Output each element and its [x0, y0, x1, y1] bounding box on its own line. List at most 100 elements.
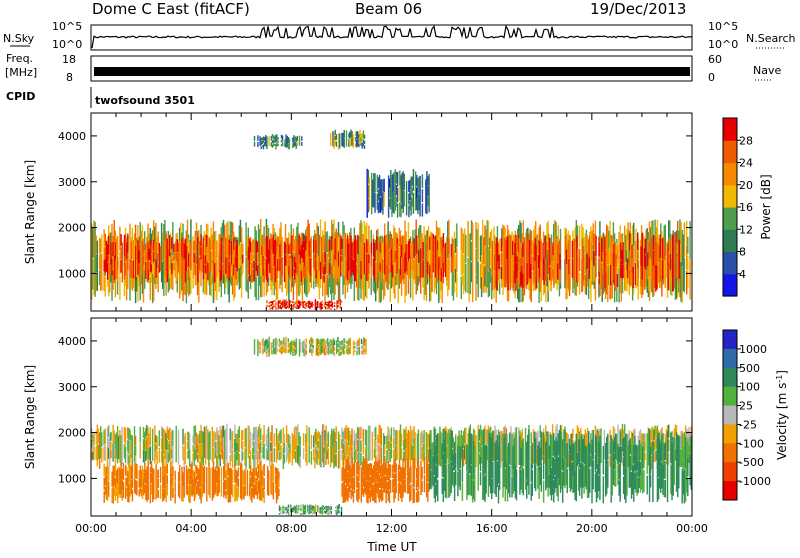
heatmap-cell	[262, 337, 265, 343]
heatmap-cell	[686, 428, 688, 440]
heatmap-cell	[123, 257, 126, 280]
heatmap-cell	[274, 347, 276, 355]
heatmap-cell	[375, 426, 377, 441]
heatmap-cell	[530, 464, 532, 482]
heatmap-cell	[552, 256, 554, 268]
heatmap-cell	[195, 465, 198, 474]
heatmap-cell	[172, 429, 174, 446]
heatmap-cell	[447, 259, 449, 297]
heatmap-cell	[246, 265, 249, 280]
heatmap-cell	[262, 234, 264, 255]
heatmap-cell	[451, 430, 454, 448]
heatmap-cell	[539, 241, 541, 278]
heatmap-cell	[394, 263, 396, 299]
heatmap-cell	[217, 430, 219, 468]
heatmap-cell	[339, 352, 341, 356]
heatmap-cell	[420, 233, 422, 248]
heatmap-cell	[274, 140, 276, 143]
heatmap-cell	[144, 483, 146, 494]
heatmap-cell	[133, 477, 136, 494]
heatmap-cell	[144, 472, 146, 483]
heatmap-cell	[590, 261, 593, 281]
heatmap-cell	[426, 237, 429, 249]
heatmap-cell	[628, 440, 630, 488]
heatmap-cell	[407, 262, 410, 281]
heatmap-cell	[249, 271, 252, 290]
beam-label: Beam 06	[355, 0, 422, 18]
heatmap-cell	[432, 470, 434, 486]
heatmap-cell	[634, 454, 636, 472]
heatmap-cell	[429, 264, 431, 278]
heatmap-cell	[452, 437, 455, 454]
heatmap-cell	[185, 258, 188, 271]
heatmap-cell	[487, 463, 490, 497]
heatmap-cell	[307, 504, 309, 513]
heatmap-cell	[274, 467, 277, 475]
heatmap-cell	[341, 439, 343, 449]
heatmap-cell	[295, 338, 297, 355]
heatmap-cell	[378, 474, 381, 488]
heatmap-cell	[294, 349, 296, 356]
heatmap-cell	[373, 448, 376, 458]
heatmap-cell	[554, 440, 556, 458]
heatmap-cell	[203, 426, 206, 458]
heatmap-cell	[327, 238, 330, 258]
heatmap-cell	[322, 505, 325, 508]
heatmap-cell	[213, 265, 216, 300]
heatmap-cell	[669, 238, 672, 254]
heatmap-cell	[316, 432, 318, 448]
heatmap-cell	[330, 308, 332, 310]
heatmap-cell	[215, 466, 217, 494]
heatmap-cell	[117, 270, 119, 282]
heatmap-cell	[323, 447, 325, 468]
heatmap-cell	[387, 460, 390, 481]
x-tick-label: 12:00	[376, 522, 408, 535]
heatmap-cell	[327, 307, 329, 310]
heatmap-cell	[337, 505, 339, 513]
heatmap-cell	[134, 445, 137, 456]
heatmap-cell	[98, 270, 101, 286]
heatmap-cell	[364, 458, 366, 493]
heatmap-cell	[349, 431, 351, 460]
heatmap-cell	[265, 347, 267, 354]
heatmap-cell	[193, 471, 196, 501]
heatmap-cell	[324, 430, 326, 441]
heatmap-cell	[477, 424, 479, 439]
heatmap-cell	[370, 230, 372, 252]
heatmap-cell	[642, 433, 644, 445]
heatmap-cell	[279, 258, 281, 271]
heatmap-cell	[382, 203, 384, 215]
heatmap-cell	[605, 273, 607, 292]
heatmap-cell	[305, 266, 307, 281]
heatmap-cell	[540, 238, 542, 261]
heatmap-cell	[222, 220, 225, 241]
heatmap-cell	[549, 251, 551, 266]
heatmap-cell	[111, 471, 113, 487]
heatmap-cell	[133, 462, 136, 478]
heatmap-cell	[237, 478, 240, 487]
heatmap-cell	[270, 142, 273, 147]
colorbar-tick-label: -500	[739, 456, 764, 469]
heatmap-cell	[347, 487, 349, 502]
heatmap-cell	[328, 263, 331, 275]
heatmap-cell	[261, 145, 264, 148]
heatmap-cell	[279, 511, 282, 515]
heatmap-cell	[179, 482, 181, 499]
heatmap-cell	[313, 448, 315, 461]
heatmap-cell	[103, 259, 105, 271]
heatmap-cell	[91, 450, 93, 460]
heatmap-cell	[549, 266, 551, 281]
heatmap-cell	[283, 433, 286, 443]
heatmap-cell	[328, 511, 330, 515]
heatmap-cell	[483, 428, 485, 500]
heatmap-cell	[168, 444, 171, 461]
heatmap-cell	[242, 441, 244, 451]
heatmap-cell	[421, 174, 424, 188]
heatmap-cell	[341, 261, 343, 274]
heatmap-cell	[464, 428, 466, 444]
heatmap-cell	[346, 427, 349, 441]
heatmap-cell	[418, 466, 420, 478]
heatmap-cell	[167, 237, 170, 250]
heatmap-cell	[92, 452, 94, 461]
heatmap-cell	[554, 260, 557, 283]
